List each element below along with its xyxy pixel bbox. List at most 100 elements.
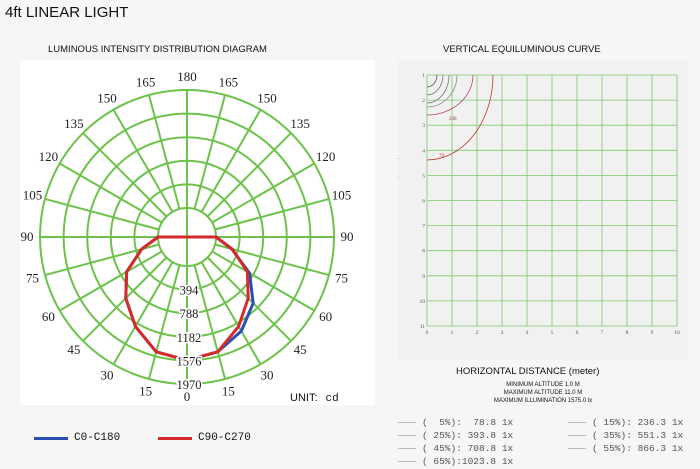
polar-spoke bbox=[211, 250, 315, 312]
contour-line bbox=[426, 74, 444, 96]
angle-label: 120 bbox=[39, 149, 59, 164]
info-max-illumination: MAXIMUM ILLUMINATION 1575.0 lx bbox=[493, 398, 593, 405]
ring-label: 1970 bbox=[177, 378, 202, 392]
x-tick-label: 1 bbox=[451, 330, 454, 336]
x-tick-label: 0 bbox=[426, 330, 429, 336]
y-tick-label: 8 bbox=[422, 249, 425, 255]
angle-label: 75 bbox=[335, 270, 348, 285]
y-tick-label: 11 bbox=[420, 324, 426, 330]
angle-label: 90 bbox=[21, 229, 34, 244]
iso-legend-label: ( 35%): 551.3 1x bbox=[592, 430, 684, 441]
iso-legend-label: ( 55%): 866.3 1x bbox=[592, 443, 684, 454]
legend-dash bbox=[398, 435, 416, 436]
polar-spoke bbox=[193, 264, 227, 380]
legend-dash bbox=[398, 448, 416, 449]
angle-label: 180 bbox=[177, 69, 197, 84]
contour-line bbox=[426, 74, 458, 108]
polar-chart: 180 1651651501501351351201201051059090757… bbox=[21, 69, 354, 404]
iso-legend-15: ( 15%): 236.3 1x bbox=[568, 417, 683, 428]
iso-legend-45: ( 45%): 708.8 1x bbox=[398, 443, 513, 454]
angle-label: 15 bbox=[139, 384, 152, 399]
iso-legend-label: ( 5%): 78.8 1x bbox=[422, 417, 514, 428]
contour-label: 236 bbox=[449, 117, 457, 122]
angle-label: 150 bbox=[97, 90, 117, 105]
contour-line bbox=[426, 74, 450, 104]
iso-legend-55: ( 55%): 866.3 1x bbox=[568, 443, 683, 454]
iso-legend-65: ( 65%):1023.8 1x bbox=[398, 456, 513, 467]
iso-legend-35: ( 35%): 551.3 1x bbox=[568, 430, 683, 441]
iso-legend-label: ( 65%):1023.8 1x bbox=[422, 456, 514, 467]
ring-label: 1182 bbox=[177, 331, 202, 345]
iso-heading: VERTICAL EQUILUMINOUS CURVE bbox=[443, 44, 601, 55]
contour-line bbox=[426, 74, 438, 88]
equiluminous-panel: 1 2 3 4 5 6 7 8 9 10 110 1 2 3 4 5 6 7 8 9 10 VERTICAL HEIGHT… bbox=[392, 60, 688, 360]
x-tick-label: 3 bbox=[501, 330, 504, 336]
polar-spoke bbox=[147, 94, 181, 210]
iso-legend-25: ( 25%): 393.8 1x bbox=[398, 430, 513, 441]
y-tick-label: 6 bbox=[422, 199, 425, 205]
angle-label: 75 bbox=[26, 270, 39, 285]
legend-swatch-red bbox=[158, 436, 192, 440]
unit-row: UNIT: cd bbox=[290, 392, 339, 405]
angle-label: 150 bbox=[257, 90, 277, 105]
polar-heading: LUMINOUS INTENSITY DISTRIBUTION DIAGRAM bbox=[48, 44, 267, 55]
angle-label: 135 bbox=[64, 116, 84, 131]
ring-label: 394 bbox=[180, 284, 200, 298]
polar-spoke bbox=[206, 132, 292, 218]
info-min-altitude: MINIMUM ALTITUDE 1.0 M bbox=[506, 382, 580, 388]
info-block: MINIMUM ALTITUDE 1.0 M MAXIMUM ALTITUDE … bbox=[398, 381, 688, 406]
angle-label: 165 bbox=[136, 74, 156, 89]
angle-label: 105 bbox=[23, 188, 42, 203]
polar-diagram-panel: 180 165 165 150 150 135 135 120 120 105 105 90 90 75 7… bbox=[20, 60, 375, 405]
polar-spoke bbox=[193, 94, 227, 210]
contour-line bbox=[426, 74, 474, 116]
unit-label: UNIT: bbox=[290, 392, 318, 404]
iso-legend-label: ( 15%): 236.3 1x bbox=[592, 417, 684, 428]
angle-label: 15 bbox=[222, 384, 235, 399]
angle-label: 30 bbox=[101, 368, 114, 383]
legend-label: C90-C270 bbox=[198, 432, 251, 444]
angle-label: 90 bbox=[341, 229, 354, 244]
angle-label: 105 bbox=[332, 188, 352, 203]
x-axis-title: HORIZONTAL DISTANCE (meter) bbox=[456, 366, 600, 377]
legend-dash bbox=[568, 422, 586, 423]
x-tick-label: 9 bbox=[651, 330, 654, 336]
equiluminous-chart: 1 2 3 4 5 6 7 8 9 10 110 1 2 3 4 5 6 7 8 9 10 VERTICAL HEIGHT… bbox=[392, 73, 680, 336]
angle-label: 30 bbox=[261, 368, 274, 383]
x-tick-label: 4 bbox=[526, 330, 529, 336]
legend-dash bbox=[568, 448, 586, 449]
angle-label: 165 bbox=[219, 74, 239, 89]
iso-legend-5: ( 5%): 78.8 1x bbox=[398, 417, 513, 428]
y-tick-label: 4 bbox=[422, 148, 425, 154]
x-tick-label: 7 bbox=[601, 330, 604, 336]
polar-spoke bbox=[211, 162, 315, 224]
angle-label: 60 bbox=[42, 309, 55, 324]
info-max-altitude: MAXIMUM ALTITUDE 11.0 M bbox=[503, 390, 583, 397]
x-tick-label: 6 bbox=[576, 330, 579, 336]
ring-label: 788 bbox=[180, 307, 199, 321]
y-tick-label: 1 bbox=[422, 73, 425, 79]
series-curve-1 bbox=[124, 235, 250, 362]
iso-legend-label: ( 25%): 393.8 1x bbox=[422, 430, 514, 441]
angle-label: 45 bbox=[67, 342, 80, 357]
polar-spoke bbox=[44, 197, 160, 231]
x-tick-label: 10 bbox=[674, 330, 680, 336]
legend-swatch-blue bbox=[34, 436, 68, 440]
angle-label: 135 bbox=[290, 116, 310, 131]
y-tick-label: 9 bbox=[422, 274, 425, 280]
polar-spoke bbox=[214, 197, 330, 231]
angle-label: 45 bbox=[294, 342, 307, 357]
polar-spoke bbox=[59, 250, 163, 312]
legend-dash bbox=[568, 435, 586, 436]
y-axis-title: VERTICAL HEIGHT (meter) bbox=[398, 157, 399, 244]
angle-label: 0 bbox=[184, 389, 191, 404]
iso-legend-label: ( 45%): 708.8 1x bbox=[422, 443, 514, 454]
polar-spoke bbox=[59, 162, 163, 224]
polar-spoke bbox=[200, 261, 262, 365]
y-tick-label: 2 bbox=[422, 98, 425, 104]
y-tick-label: 10 bbox=[420, 299, 426, 305]
x-tick-label: 5 bbox=[551, 330, 554, 336]
x-tick-label: 8 bbox=[626, 330, 629, 336]
polar-spoke bbox=[82, 132, 168, 218]
angle-label: 120 bbox=[316, 149, 336, 164]
